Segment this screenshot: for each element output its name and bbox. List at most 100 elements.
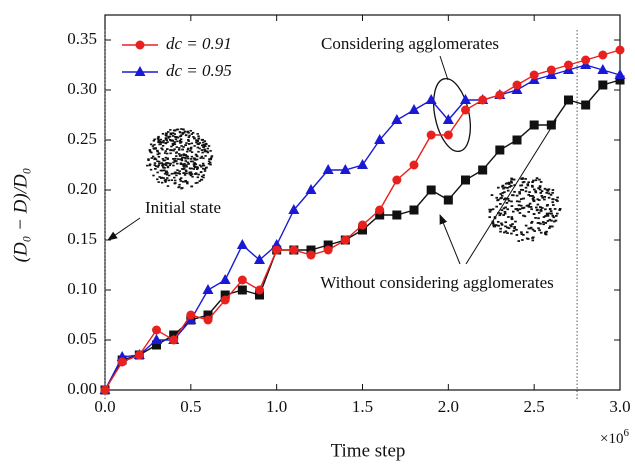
particle bbox=[179, 138, 183, 141]
particle bbox=[186, 182, 189, 185]
particle bbox=[174, 179, 177, 182]
particle bbox=[531, 228, 535, 231]
particle bbox=[522, 206, 526, 209]
particle bbox=[179, 180, 183, 182]
particle bbox=[157, 152, 161, 155]
particle bbox=[169, 149, 172, 151]
particle bbox=[159, 138, 163, 141]
particle bbox=[201, 164, 205, 167]
marker bbox=[220, 295, 230, 305]
particle bbox=[503, 210, 507, 213]
annotation-arrow bbox=[465, 119, 557, 265]
particle bbox=[162, 159, 165, 162]
particle bbox=[178, 170, 181, 173]
particle bbox=[538, 178, 541, 181]
particle bbox=[502, 198, 506, 201]
particle bbox=[167, 135, 170, 138]
marker bbox=[255, 290, 264, 300]
particle bbox=[193, 158, 196, 161]
particle bbox=[160, 181, 164, 184]
particle bbox=[194, 172, 198, 175]
particle bbox=[193, 145, 196, 147]
particle bbox=[504, 206, 507, 209]
particle bbox=[157, 141, 160, 144]
particle bbox=[555, 199, 558, 201]
particle bbox=[181, 133, 184, 135]
marker bbox=[254, 254, 265, 264]
particle bbox=[158, 143, 161, 146]
particle bbox=[176, 172, 179, 174]
particle bbox=[519, 204, 523, 207]
particle bbox=[187, 157, 190, 160]
particle bbox=[187, 140, 190, 142]
particle bbox=[509, 184, 513, 187]
particle bbox=[195, 168, 199, 171]
particle bbox=[502, 207, 506, 210]
particle bbox=[191, 131, 195, 134]
particle bbox=[495, 205, 498, 208]
particle bbox=[492, 224, 495, 226]
marker bbox=[443, 195, 453, 205]
particle bbox=[189, 148, 193, 150]
marker bbox=[392, 175, 402, 185]
particle bbox=[153, 138, 156, 141]
particle bbox=[510, 180, 513, 183]
particle bbox=[496, 220, 500, 223]
particle bbox=[524, 178, 527, 180]
marker bbox=[272, 245, 282, 255]
particle bbox=[509, 224, 512, 227]
particle bbox=[519, 188, 523, 191]
particle bbox=[537, 199, 541, 201]
particle bbox=[491, 208, 495, 211]
particle bbox=[503, 212, 507, 215]
particle bbox=[156, 149, 159, 152]
marker bbox=[375, 205, 385, 215]
particle bbox=[166, 152, 169, 155]
particle bbox=[531, 194, 534, 197]
marker bbox=[220, 290, 230, 300]
particle bbox=[534, 206, 538, 209]
particle bbox=[173, 172, 176, 175]
particle bbox=[183, 167, 186, 169]
particle bbox=[179, 163, 183, 165]
particle bbox=[545, 191, 548, 194]
particle bbox=[180, 177, 183, 179]
particle bbox=[544, 208, 547, 211]
particle bbox=[533, 230, 536, 232]
particle bbox=[186, 150, 189, 153]
particle bbox=[556, 200, 559, 202]
particle bbox=[538, 186, 542, 189]
marker bbox=[288, 204, 300, 214]
particle bbox=[189, 129, 192, 132]
marker bbox=[305, 184, 317, 194]
particle bbox=[183, 130, 187, 133]
particle bbox=[199, 157, 202, 159]
particle bbox=[552, 216, 556, 219]
particle bbox=[507, 183, 511, 185]
particle bbox=[193, 161, 196, 164]
particle bbox=[530, 208, 533, 211]
x-tick-label: 2.5 bbox=[524, 397, 545, 416]
particle bbox=[500, 209, 504, 212]
particle bbox=[161, 163, 165, 165]
marker bbox=[323, 245, 333, 255]
particle bbox=[534, 217, 537, 219]
particle bbox=[189, 167, 192, 170]
particle bbox=[515, 200, 519, 203]
particle bbox=[164, 150, 167, 152]
particle bbox=[493, 225, 497, 228]
particle bbox=[510, 200, 513, 203]
marker bbox=[598, 50, 608, 60]
particle bbox=[549, 208, 552, 210]
particle bbox=[551, 189, 555, 191]
particle bbox=[196, 143, 199, 145]
particle bbox=[189, 160, 193, 163]
particle bbox=[195, 141, 198, 144]
particle bbox=[166, 157, 169, 160]
particle bbox=[182, 165, 185, 168]
particle bbox=[165, 132, 168, 135]
particle bbox=[182, 153, 186, 155]
particle bbox=[152, 147, 155, 150]
particle bbox=[186, 181, 189, 183]
marker bbox=[546, 120, 556, 130]
